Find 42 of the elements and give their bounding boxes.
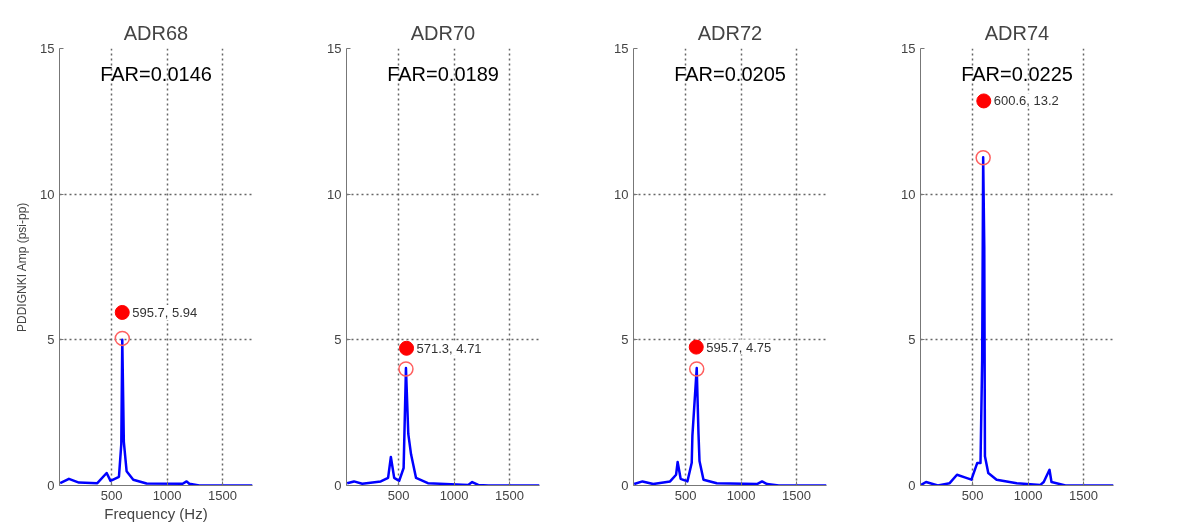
annotation: FAR=0.0225 xyxy=(961,62,1073,85)
chart-title: ADR70 xyxy=(410,21,476,44)
x-tick-label: 1000 xyxy=(726,487,756,503)
y-tick-label: 10 xyxy=(327,186,342,202)
x-tick-label: 1500 xyxy=(782,487,812,503)
y-tick-label: 5 xyxy=(334,332,342,348)
x-tick-label: 1000 xyxy=(439,487,469,503)
y-tick-label: 5 xyxy=(621,332,629,348)
y-tick-label: 0 xyxy=(47,478,55,493)
x-tick-label: 1500 xyxy=(1069,487,1099,503)
x-tick-label: 1000 xyxy=(152,487,182,503)
y-tick-label: 15 xyxy=(901,41,916,56)
x-axis-title: Frequency (Hz) xyxy=(104,504,208,522)
x-tick-label: 500 xyxy=(100,487,123,503)
y-tick-label: 10 xyxy=(901,186,916,202)
x-tick-label: 1000 xyxy=(1013,487,1043,503)
x-tick-label: 1500 xyxy=(495,487,525,503)
y-tick-label: 5 xyxy=(47,332,55,348)
annotation: 571.3, 4.71 xyxy=(416,340,482,356)
y-tick-label: 15 xyxy=(614,41,629,56)
annotation: 595.7, 5.94 xyxy=(132,304,198,320)
chart-title: ADR74 xyxy=(984,21,1050,44)
y-tick-label: 15 xyxy=(327,41,342,56)
y-tick-label: 5 xyxy=(908,332,916,348)
x-tick-label: 500 xyxy=(387,487,410,503)
annotation: FAR=0.0189 xyxy=(387,62,499,85)
y-axis-title: PDDIGNKI Amp (psi-pp) xyxy=(15,202,30,333)
annotation: 595.7, 4.75 xyxy=(706,339,772,355)
annotation: FAR=0.0146 xyxy=(100,62,212,85)
y-tick-label: 0 xyxy=(621,478,629,493)
x-tick-label: 1500 xyxy=(208,487,238,503)
x-tick-label: 500 xyxy=(961,487,984,503)
y-tick-label: 0 xyxy=(334,478,342,493)
y-tick-label: 10 xyxy=(40,186,55,202)
chart-title: ADR68 xyxy=(123,21,189,44)
y-tick-label: 0 xyxy=(908,478,916,493)
y-tick-label: 10 xyxy=(614,186,629,202)
annotation: 600.6, 13.2 xyxy=(993,93,1059,109)
y-tick-label: 15 xyxy=(40,41,55,56)
chart-title: ADR72 xyxy=(697,21,763,44)
annotation: FAR=0.0205 xyxy=(674,62,786,85)
x-tick-label: 500 xyxy=(674,487,697,503)
